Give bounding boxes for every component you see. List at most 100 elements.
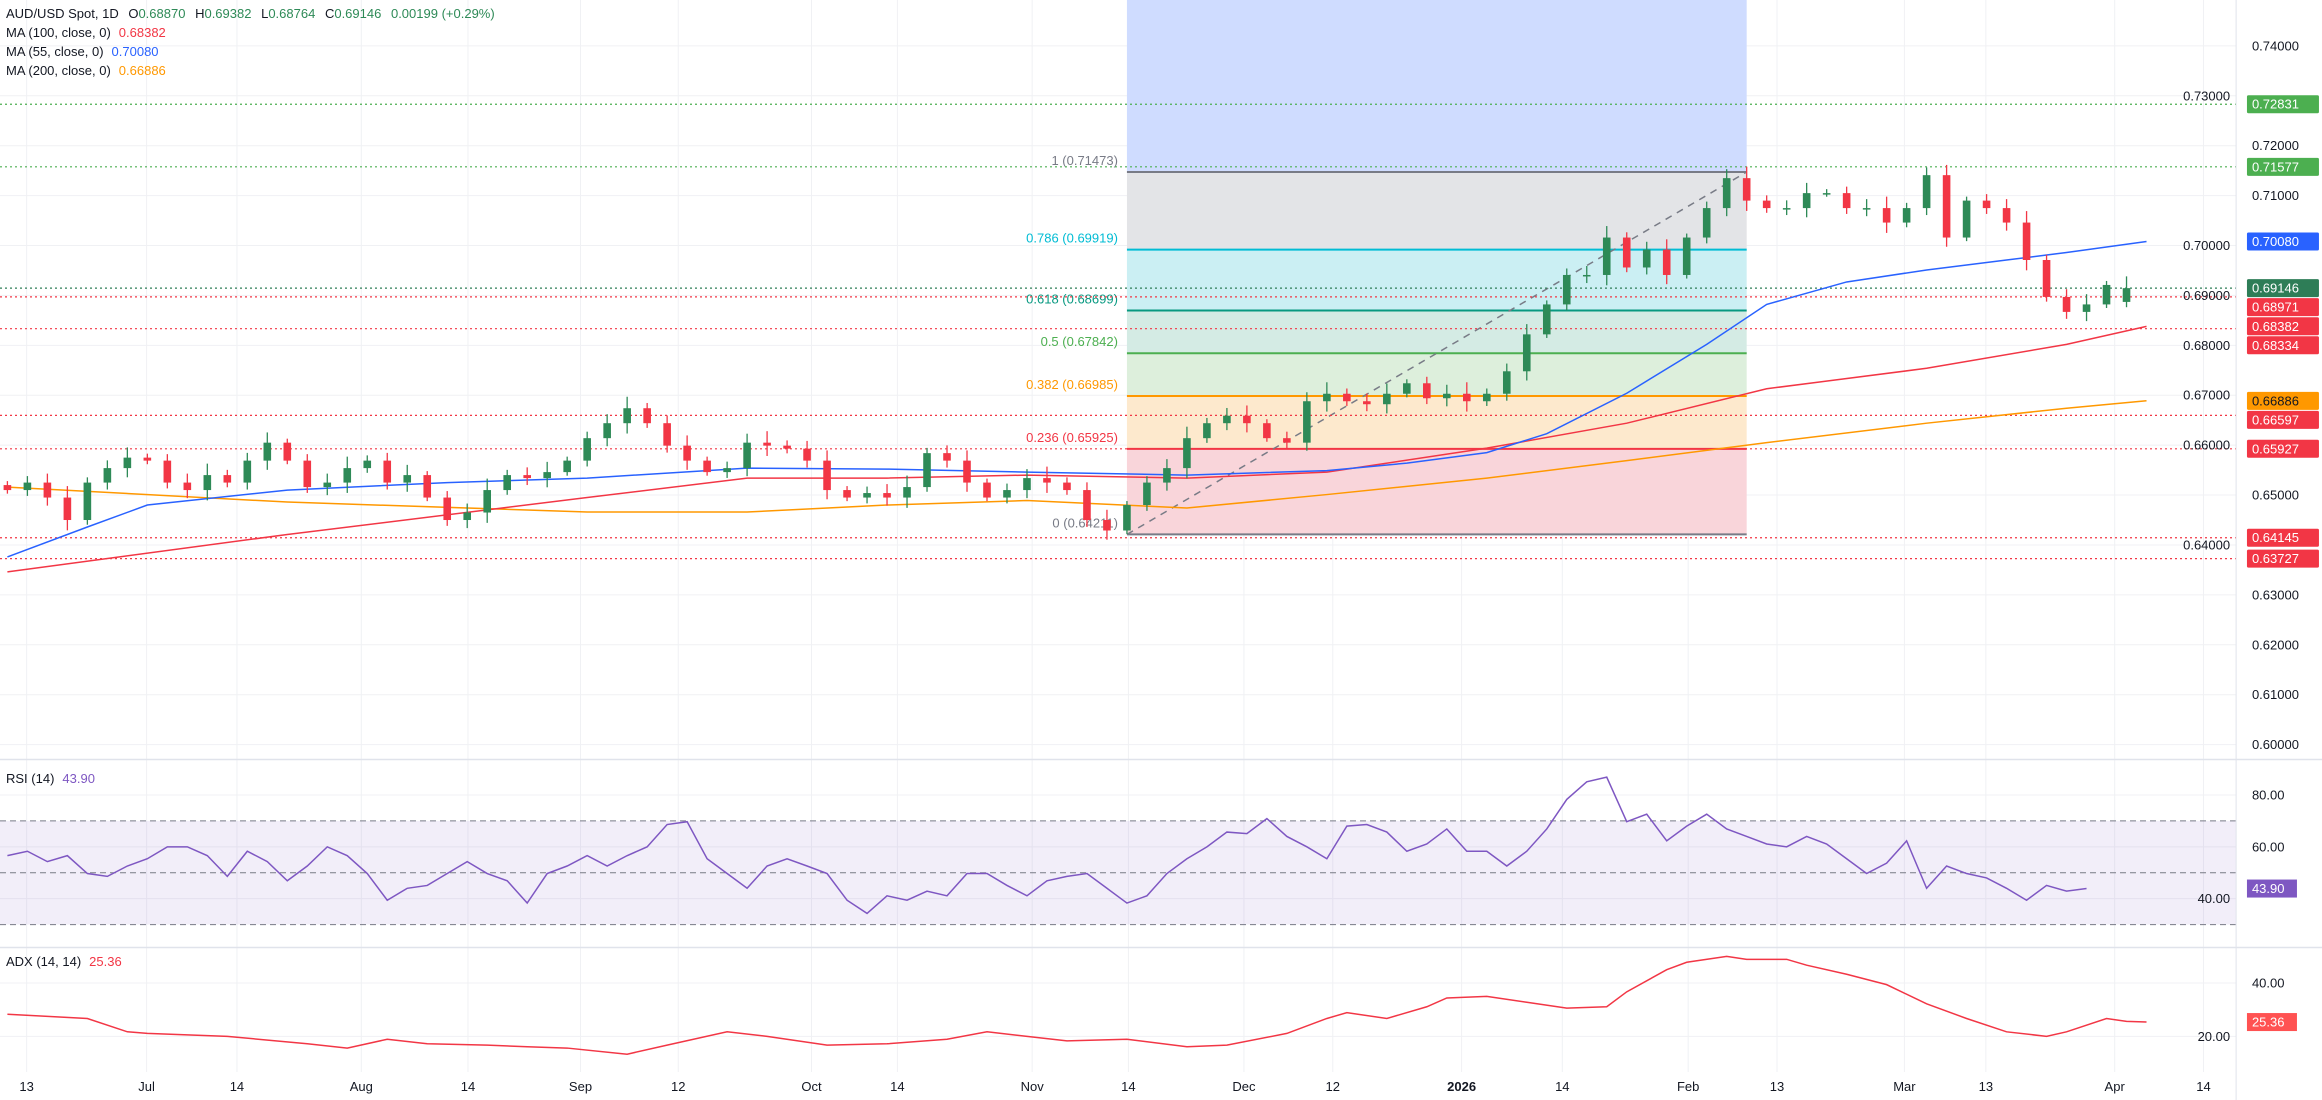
candle-body [1423,383,1431,399]
legend-ma200[interactable]: MA (200, close, 0) 0.66886 [6,63,166,78]
candle-body [1722,178,1731,209]
candle-body [903,487,911,498]
candle [1163,459,1171,491]
time-axis-label: Apr [2105,1079,2126,1094]
price-badge: 0.71577 [2246,157,2319,176]
candle-body [523,475,531,479]
fib-band [1126,310,1747,354]
ma100-line [7,325,2147,573]
candle-body [1762,200,1771,209]
time-axis-label: Feb [1677,1079,1699,1094]
price-badge-bg [2246,279,2319,298]
candle [803,440,811,468]
candle [23,476,32,496]
candle [1103,509,1111,540]
candle-body [803,448,811,461]
candle [1722,169,1731,217]
candle [1462,382,1471,412]
candle-body [623,408,631,424]
candle [643,402,651,428]
candle-body [823,460,831,491]
candle-body [183,482,192,491]
adx-line [7,955,2147,1055]
candle-body [1343,393,1351,402]
candle-body [923,453,931,488]
candle [1642,241,1651,275]
candle-body [1602,237,1611,275]
price-axis-label: 0.60000 [2252,737,2299,752]
price-badge-bg [2246,232,2319,251]
candle [1962,196,1971,242]
candle [1602,226,1611,286]
low-value: 0.68764 [268,6,315,21]
candle-body [1822,193,1831,195]
price-axis-label: 0.72000 [2252,138,2299,153]
price-badge-bg [2246,298,2319,317]
candle-body [1303,401,1311,443]
rsi-badge-bg [2246,879,2297,898]
candle [223,469,232,488]
candle [1762,195,1771,213]
candle-body [1023,478,1031,491]
fib-band [1126,353,1747,396]
candle-body [23,482,32,491]
price-axis-label: 0.71000 [2252,188,2299,203]
price-badge-bg [2246,391,2319,410]
legend-rsi[interactable]: RSI (14) 43.90 [6,771,95,786]
price-badge: 0.65927 [2246,439,2319,458]
candle-body [1383,393,1391,405]
candle [1043,466,1051,493]
candle [423,471,432,502]
legend-ma100[interactable]: MA (100, close, 0) 0.68382 [6,25,166,40]
candle-body [363,460,372,469]
candle [3,481,12,494]
candle-body [943,453,951,461]
candle [1303,392,1311,451]
time-axis-label: Aug [350,1079,373,1094]
candle [1542,300,1551,338]
fib-level-label: 1 (0.71473) [1051,153,1118,168]
time-axis-label: 13 [1770,1079,1784,1094]
time-axis-label: 12 [671,1079,685,1094]
adx-axis-label: 40.00 [2252,976,2285,991]
adx-badge-label: 25.36 [2252,1015,2285,1030]
candle-body [1962,200,1971,238]
time-axis-label: Nov [1021,1079,1045,1094]
candle [1662,239,1671,285]
main-legend: AUD/USD Spot, 1D O0.68870 H0.69382 L0.68… [6,6,495,969]
candle [83,477,92,525]
candle [723,461,731,478]
time-axis-label: 14 [2196,1079,2210,1094]
symbol-label: AUD/USD Spot, 1D [6,6,119,21]
legend-ma55[interactable]: MA (55, close, 0) 0.70080 [6,44,159,59]
legend-adx[interactable]: ADX (14, 14) 25.36 [6,954,122,969]
candle [263,432,272,470]
fib-level-label: 0.5 (0.67842) [1041,334,1118,349]
candle-body [1163,468,1171,483]
ma55-line [7,240,2147,558]
candle-body [643,408,651,424]
fib-band [1126,172,1747,250]
candle [663,415,671,453]
candle-body [1662,249,1671,275]
candle [163,454,172,489]
candle [1283,431,1291,449]
fib-extension-zone [1126,0,1747,173]
candle-body [1842,193,1851,209]
candle-body [1682,237,1691,275]
fibonacci-retracement[interactable]: 1 (0.71473) 0.786 (0.69919) 0.618 (0.68699… [1026,0,1748,536]
price-badge: 0.70080 [2246,232,2319,251]
candle [1323,382,1331,412]
candle [2082,294,2091,322]
rsi-badge: 43.90 [2246,879,2297,898]
candle-body [543,472,551,479]
candle-body [403,475,412,483]
candle-body [1942,175,1951,238]
candle [243,452,252,490]
candle-body [1323,393,1331,402]
adx-badge: 25.36 [2246,1013,2297,1032]
candle [963,450,971,492]
candle-body [1403,383,1411,394]
